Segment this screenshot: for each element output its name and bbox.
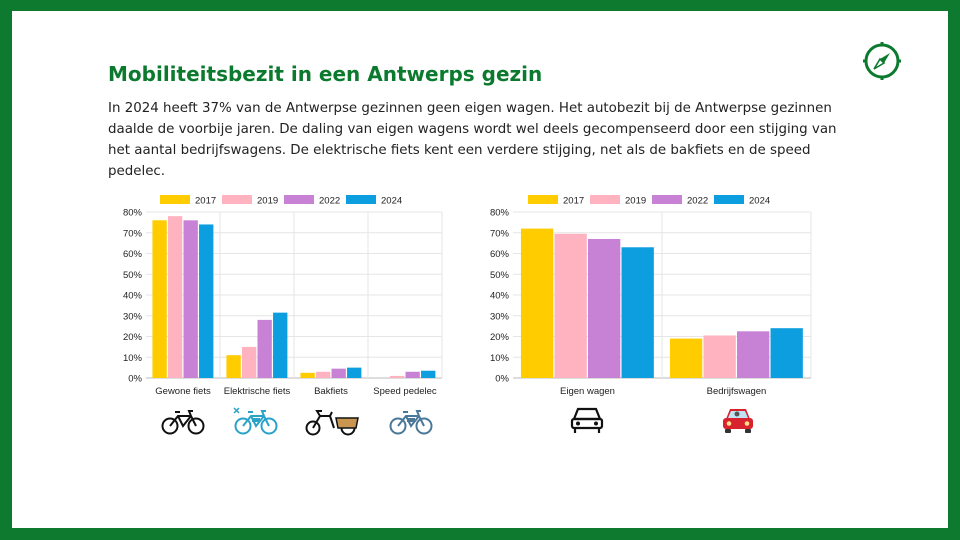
- chart1-bar-elektrische-fiets-2019: [241, 346, 257, 378]
- chart1-bar-gewone-fiets-2022: [183, 220, 198, 378]
- chart2-legend-swatch-2022: [652, 195, 682, 204]
- chart-cars: 2017 2019 2022 2024 0% 10% 20% 30% 40% 50% 60% 70% 8…: [478, 180, 818, 400]
- chart1-bar-elektrische-fiets-2024: [273, 312, 288, 378]
- chart1-category-label-bakfiets: Bakfiets: [314, 386, 348, 397]
- chart2-category-label-bedrijfswagen: Bedrijfswagen: [707, 386, 767, 397]
- compass-icon: [863, 42, 901, 80]
- chart1-ytick-label: 20%: [123, 332, 143, 343]
- page-title: Mobiliteitsbezit in een Antwerps gezin: [108, 62, 543, 86]
- chart2-ytick-label: 10%: [490, 353, 510, 364]
- chart2-legend-swatch-2017: [528, 195, 558, 204]
- chart2-ytick-label: 0%: [495, 374, 509, 385]
- chart2-bar-bedrijfswagen-2022: [737, 331, 770, 378]
- chart1-ytick-label: 40%: [123, 291, 143, 302]
- chart1-legend-label-2022: 2022: [319, 196, 340, 207]
- chart1-category-label-speed-pedelec: Speed pedelec: [373, 386, 437, 397]
- chart1-legend-label-2017: 2017: [195, 196, 216, 207]
- chart1-legend-label-2024: 2024: [381, 196, 402, 207]
- chart-cars-svg: 2017 2019 2022 2024 0% 10% 20% 30% 40% 50% 60% 70% 8…: [490, 195, 812, 397]
- chart1-category-label-gewone-fiets: Gewone fiets: [155, 386, 211, 397]
- chart2-ytick-label: 50%: [490, 270, 510, 281]
- chart1-ytick-label: 70%: [123, 228, 143, 239]
- chart1-ytick-label: 60%: [123, 249, 143, 260]
- chart2-bar-eigen-wagen-2017: [520, 228, 554, 378]
- chart1-bar-bakfiets-2017: [300, 372, 315, 378]
- chart2-bar-bedrijfswagen-2017: [669, 338, 703, 378]
- electric-bicycle-icon: [233, 407, 278, 435]
- chart1-bar-speed-pedelec-2024: [421, 370, 436, 378]
- chart1-legend-swatch-2017: [160, 195, 190, 204]
- company-car-icon: [723, 409, 753, 433]
- speed-pedelec-icon: [389, 410, 433, 435]
- chart1-bar-bakfiets-2024: [347, 367, 362, 378]
- chart2-legend-swatch-2019: [590, 195, 620, 204]
- chart1-legend-swatch-2024: [346, 195, 376, 204]
- chart2-legend-label-2024: 2024: [749, 196, 770, 207]
- chart2-bar-eigen-wagen-2022: [588, 238, 621, 378]
- chart1-legend-label-2019: 2019: [257, 196, 278, 207]
- chart2-legend-label-2022: 2022: [687, 196, 708, 207]
- chart1-bar-bakfiets-2019: [315, 371, 331, 378]
- chart2-legend-label-2019: 2019: [625, 196, 646, 207]
- chart1-ytick-label: 80%: [123, 208, 143, 219]
- cargo-bike-icon: [305, 410, 359, 436]
- chart-bicycles: 2017 2019 2022 2024 0% 10% 20% 30% 40% 50% 60% 70% 8…: [110, 180, 450, 400]
- intro-paragraph: In 2024 heeft 37% van de Antwerpse gezin…: [108, 101, 837, 179]
- chart1-ytick-label: 0%: [128, 374, 142, 385]
- chart-bicycles-svg: 2017 2019 2022 2024 0% 10% 20% 30% 40% 50% 60% 70% 8…: [123, 195, 443, 397]
- chart1-bar-speed-pedelec-2019: [389, 375, 405, 378]
- chart2-ytick-label: 80%: [490, 208, 510, 219]
- chart2-bar-eigen-wagen-2019: [554, 233, 587, 378]
- chart1-bar-gewone-fiets-2017: [152, 220, 167, 378]
- bicycle-icon: [161, 410, 205, 435]
- chart2-legend-label-2017: 2017: [563, 196, 584, 207]
- chart2-ytick-label: 70%: [490, 228, 510, 239]
- chart1-category-label-elektrische-fiets: Elektrische fiets: [224, 386, 291, 397]
- chart1-bar-elektrische-fiets-2022: [257, 319, 272, 378]
- chart2-bar-bedrijfswagen-2019: [703, 335, 736, 378]
- chart2-ytick-label: 40%: [490, 291, 510, 302]
- chart1-bar-speed-pedelec-2022: [405, 371, 420, 378]
- chart2-category-label-eigen-wagen: Eigen wagen: [560, 386, 615, 397]
- chart2-bar-bedrijfswagen-2024: [770, 328, 803, 378]
- chart1-bar-gewone-fiets-2019: [167, 216, 183, 378]
- chart1-ytick-label: 50%: [123, 270, 143, 281]
- chart2-legend-swatch-2024: [714, 195, 744, 204]
- chart1-bar-gewone-fiets-2024: [199, 224, 214, 378]
- chart2-ytick-label: 30%: [490, 311, 510, 322]
- chart1-bar-elektrische-fiets-2017: [226, 355, 241, 378]
- chart1-legend-swatch-2019: [222, 195, 252, 204]
- car-icon: [570, 407, 604, 433]
- chart2-ytick-label: 20%: [490, 332, 510, 343]
- chart1-ytick-label: 30%: [123, 311, 143, 322]
- chart1-ytick-label: 10%: [123, 353, 143, 364]
- chart2-ytick-label: 60%: [490, 249, 510, 260]
- chart1-legend-swatch-2022: [284, 195, 314, 204]
- chart2-bar-eigen-wagen-2024: [621, 247, 654, 378]
- chart1-bar-bakfiets-2022: [331, 368, 346, 378]
